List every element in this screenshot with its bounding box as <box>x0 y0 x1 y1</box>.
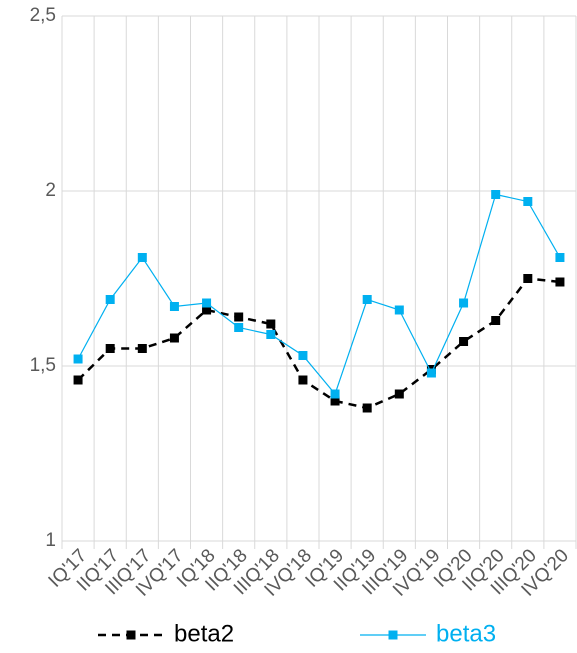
point-marker <box>330 389 340 399</box>
point-marker <box>105 295 115 304</box>
point-marker <box>459 337 469 346</box>
point-marker <box>137 253 147 262</box>
point-marker <box>266 319 276 329</box>
point-marker <box>137 344 147 353</box>
point-marker <box>491 316 501 325</box>
point-marker <box>298 351 308 360</box>
point-marker <box>73 354 83 364</box>
point-marker <box>394 389 404 399</box>
legend-label: beta3 <box>436 620 496 647</box>
y-tick-label: 2 <box>45 180 56 201</box>
point-marker <box>202 298 212 308</box>
point-marker <box>105 344 115 353</box>
point-marker <box>394 305 404 315</box>
point-marker <box>266 330 276 339</box>
legend-marker <box>388 630 398 640</box>
legend-marker <box>126 630 136 640</box>
series-line <box>77 193 561 396</box>
point-marker <box>523 197 533 206</box>
point-marker <box>459 298 469 308</box>
point-marker <box>362 295 372 304</box>
point-marker <box>73 375 83 385</box>
point-marker <box>555 253 565 262</box>
point-marker <box>555 277 565 287</box>
point-marker <box>169 302 179 311</box>
point-marker <box>234 312 244 322</box>
point-marker <box>234 323 244 332</box>
point-marker <box>330 396 340 406</box>
point-marker <box>523 274 533 283</box>
y-tick-label: 2,5 <box>30 5 56 26</box>
y-tick-label: 1,5 <box>30 355 56 376</box>
series-line <box>77 277 561 410</box>
legend-label: beta2 <box>174 620 234 647</box>
y-tick-label: 1 <box>45 530 56 551</box>
point-marker <box>169 333 179 343</box>
point-marker <box>491 190 501 199</box>
point-marker <box>202 305 212 315</box>
point-marker <box>426 368 436 378</box>
point-marker <box>298 375 308 385</box>
point-marker <box>362 403 372 413</box>
